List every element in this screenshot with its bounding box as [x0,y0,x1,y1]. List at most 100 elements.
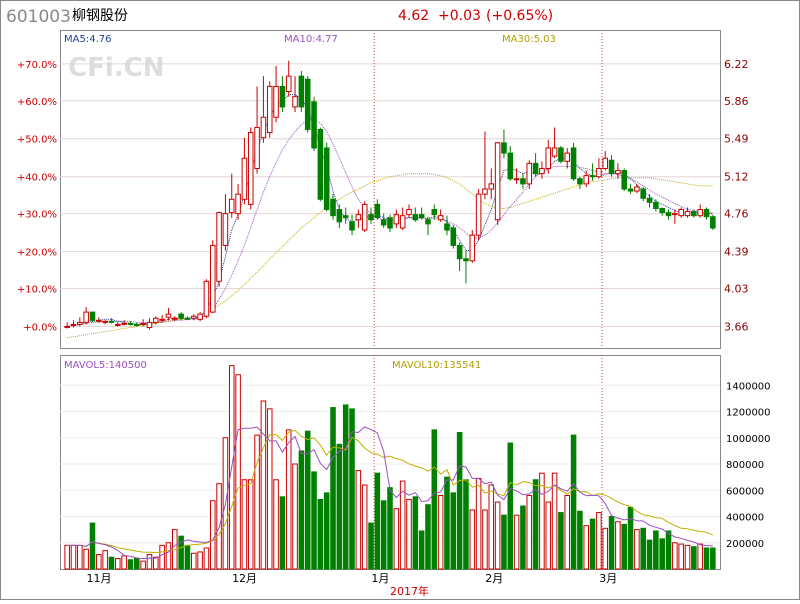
candle [646,194,653,208]
volume-bar [539,472,545,570]
candle-body [349,221,355,231]
change-pct-text: (+0.65%) [486,8,553,24]
candle-body [134,323,140,326]
candle-body [399,215,406,229]
candle [691,209,697,218]
candle-body [241,157,248,200]
candle [368,207,374,224]
candle-body [646,197,653,203]
volume-bar [545,501,552,570]
candle [171,316,178,322]
candle-body [273,85,279,118]
candle-body [589,175,596,178]
candle-body [425,219,431,225]
volume-bar [115,558,121,570]
candle-body [184,317,191,320]
volume-bar [235,374,241,570]
candle [450,224,457,249]
candle [197,312,203,322]
volume-bar [463,479,469,570]
candle-body [640,188,646,199]
candle [703,207,710,220]
candle-body [355,214,362,221]
candle [121,320,127,326]
volume-bar [178,535,184,570]
mavol10-label: MAVOL10:135541 [392,360,481,371]
volume-bar [184,544,191,570]
candle [520,173,526,189]
volume-bar [412,496,419,570]
candle-body [665,212,672,217]
candle [570,142,577,181]
candle-body [247,132,254,205]
candle-body [311,101,317,149]
volume-bar [684,544,691,570]
mavol5-label: MAVOL5:140500 [64,360,147,371]
volume-bar [444,476,450,570]
candle [482,131,488,200]
candle-body [596,167,602,178]
volume-bar [336,443,343,570]
candle-body [431,209,438,216]
candle-body [456,244,463,260]
volume-bar [83,548,89,570]
volume-bar [380,500,387,570]
volume-bar [146,554,153,570]
candle [437,209,444,222]
candle-body [710,216,716,229]
candle-body [292,96,298,108]
volume-bar [634,529,640,570]
candles [64,60,716,330]
candle [640,186,646,202]
candle-body [659,207,665,214]
candle-body [545,147,552,169]
candle-body [304,78,311,131]
candle-body [140,322,146,325]
candle-body [298,75,305,108]
candle-body [121,322,127,325]
candle-body [393,214,400,225]
volume-bar [342,404,349,570]
volume-bar [494,501,501,570]
candle [431,204,438,220]
candle [615,163,621,179]
candle-body [469,234,476,262]
volume-bar [475,477,482,570]
candle-body [406,209,412,216]
candle [526,160,533,189]
candle [298,71,305,113]
candle [228,173,235,218]
volume-bar [89,522,96,570]
candle-body [653,201,659,209]
right-tick-label: 4.76 [724,208,749,221]
candle-body [684,211,691,217]
candle [406,204,412,218]
volume-bar [311,471,317,570]
volume-bar [260,400,267,570]
candle-body [380,219,387,226]
candle [425,216,431,236]
candle [273,65,279,123]
volume-bar [77,544,83,570]
volume-bar [279,496,286,570]
candle-body [266,85,273,134]
volume-bar [513,514,520,570]
candle-body [254,126,260,169]
volume-bar [304,430,311,570]
candle-body [627,188,634,192]
volume-bar [266,408,273,570]
volume-bar [292,463,298,570]
volume-bar [678,543,684,570]
candle-body [703,209,710,218]
volume-tick-label: 1200000 [726,408,771,419]
volume-tick-label: 200000 [726,539,764,550]
candle-body [108,320,115,323]
candle-body [634,186,640,192]
candle-body [70,323,77,326]
volume-bar [450,492,457,570]
right-tick-label: 4.03 [724,283,749,296]
volume-bar [507,442,514,570]
candle-body [418,214,425,219]
volume-bar [596,512,602,570]
volume-bar [469,509,476,570]
